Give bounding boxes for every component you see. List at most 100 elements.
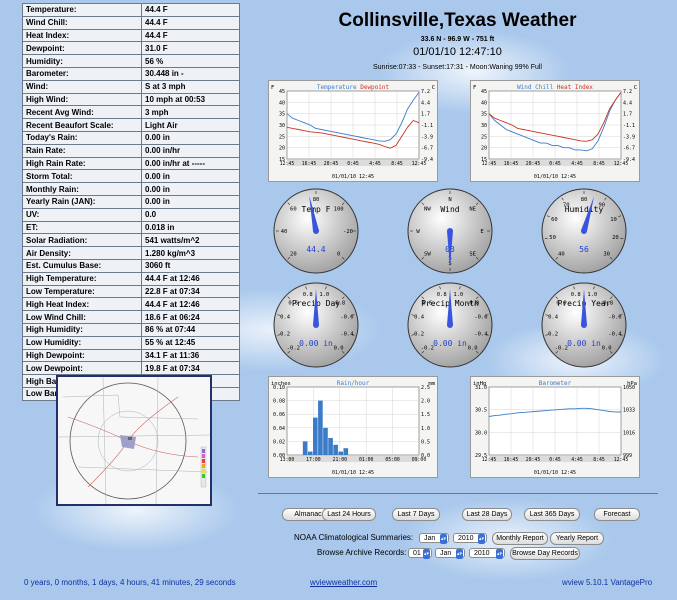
gauge-tick (277, 314, 281, 316)
gauge-tick-label: 40 (558, 252, 565, 258)
rain-bar (318, 400, 323, 455)
gauge-tick-label: E (480, 229, 483, 235)
y-tick-left: 0.04 (273, 426, 285, 432)
table-row: Humidity: 56 % (22, 54, 240, 68)
series-line-0 (488, 407, 622, 417)
browse-day-records-button[interactable]: Browse Day Records (510, 547, 580, 560)
title-series-0: Wind Chill (517, 84, 554, 91)
y-tick-left: 40 (279, 100, 285, 106)
x-tick-label: 20:45 (324, 161, 339, 167)
row-value: 44.4 F (141, 15, 240, 30)
row-label: Recent Avg Wind: (22, 105, 142, 120)
row-value: 0.018 in (141, 220, 240, 235)
gauge-tick (604, 197, 607, 201)
gauge-tick-label: 10 (610, 217, 617, 223)
last-365-days-button[interactable]: Last 365 Days (524, 508, 580, 521)
table-row: Dewpoint: 31.0 F (22, 41, 240, 56)
x-tick-label: 21:00 (333, 457, 348, 463)
y-tick-left: 35 (279, 112, 285, 118)
humidity-gauge: 40 50 60 70 80 90 10 20 30 Humidity 56 (541, 188, 627, 274)
title-series-0: Temperature (317, 84, 357, 91)
left-unit-label: inHg (473, 381, 486, 387)
archive-label: Browse Archive Records: (317, 548, 407, 557)
x-tick-label: 16:45 (302, 161, 317, 167)
y-tick-right: 1.7 (421, 112, 430, 118)
table-row: High Dewpoint: 34.1 F at 11:36 (22, 348, 240, 363)
gauge-tick-label: -0.6 (608, 315, 621, 321)
table-row: ET: 0.018 in (22, 220, 240, 235)
gauge-tick-label: -0.6 (474, 315, 487, 321)
gauge-tick (593, 286, 595, 290)
row-label: ET: (22, 220, 142, 235)
gauge-tick (545, 334, 549, 336)
wview-link[interactable]: wviewweather.com (310, 578, 378, 587)
y-tick-left: 40 (481, 100, 487, 106)
y-tick-left: 45 (279, 89, 285, 95)
right-unit-label: hPa (627, 381, 637, 387)
gauge-title: Wind (440, 205, 459, 214)
x-tick-label: 12:45 (614, 457, 629, 463)
gauge-tick-label: -0.2 (287, 346, 300, 352)
gauge-tick (609, 350, 613, 354)
left-unit-label: inches (271, 381, 291, 387)
last-28-days-button[interactable]: Last 28 Days (462, 508, 512, 521)
noaa-month-select[interactable]: Jan (419, 533, 449, 544)
version-text: wview 5.10.1 VantagePro (562, 578, 653, 587)
row-label: Today's Rain: (22, 130, 142, 145)
monthly-report-button[interactable]: Monthly Report (492, 532, 548, 545)
gauge-tick (555, 350, 559, 354)
table-row: High Humidity: 86 % at 07:44 (22, 322, 240, 337)
archive-month-select[interactable]: Jan (435, 548, 465, 559)
gauge-tick-label: 100 (334, 206, 344, 212)
chart-title: Wind Chill Heat Index (517, 84, 593, 91)
yearly-report-button[interactable]: Yearly Report (550, 532, 604, 545)
gauge-tick (555, 256, 559, 260)
gauge-tick (555, 296, 559, 300)
gauge-tick-label: 1.0 (453, 292, 463, 298)
gauge-tick (485, 314, 489, 316)
table-row: Est. Cumulus Base: 3060 ft (22, 258, 240, 273)
wind-gauge: NNEESESSWWNWWind03S (407, 188, 493, 274)
row-label: High Dewpoint: (22, 348, 142, 363)
uptime-text: 0 years, 0 months, 1 days, 4 hours, 41 m… (24, 578, 236, 587)
last-24-hours-button[interactable]: Last 24 Hours (322, 508, 376, 521)
row-label: Temperature: (22, 3, 142, 17)
row-value: S at 3 mph (141, 79, 240, 94)
radar-map[interactable] (56, 375, 212, 506)
row-value: 86 % at 07:44 (141, 322, 240, 337)
x-tick-label: 8:45 (593, 457, 605, 463)
row-label: High Heat Index: (22, 297, 142, 312)
noaa-year-select[interactable]: 2010 (453, 533, 487, 544)
row-value: 0.0 (141, 207, 240, 222)
archive-day-select[interactable]: 01 (408, 548, 432, 559)
gauge-tick (351, 314, 355, 316)
table-row: Low Humidity: 55 % at 12:45 (22, 335, 240, 350)
gauge-needle (309, 195, 319, 232)
last-7-days-button[interactable]: Last 7 Days (392, 508, 440, 521)
gauge-tick-label: 0.8 (571, 292, 581, 298)
y-tick-right: 1050 (623, 385, 635, 391)
rain-bar (302, 441, 308, 455)
row-value: 44.4 F (141, 3, 240, 17)
row-label: High Wind: (22, 92, 142, 107)
gauge-tick-label: -0.2 (421, 346, 434, 352)
station-data-table: Temperature: 44.4 F Wind Chill: 44.4 F Heat … (22, 3, 240, 401)
y-tick-right: 7.2 (623, 89, 632, 95)
row-label: Low Wind Chill: (22, 310, 142, 324)
forecast-button[interactable]: Forecast (594, 508, 640, 521)
row-value: 3 mph (141, 105, 240, 120)
table-row: Low Temperature: 22.8 F at 07:34 (22, 284, 240, 299)
row-value: 30.448 in - (141, 66, 240, 81)
table-row: Rain Rate: 0.00 in/hr (22, 143, 240, 158)
gauge-tick-label: NE (469, 206, 476, 212)
x-tick-label: 20:45 (526, 457, 541, 463)
gauge-tick-label: 0.2 (280, 331, 290, 337)
y-tick-left: 35 (481, 112, 487, 118)
archive-year-select[interactable]: 2010 (469, 548, 505, 559)
row-label: Solar Radiation: (22, 233, 142, 248)
gauge-tick-label: -0.4 (608, 331, 622, 337)
table-row: Wind Chill: 44.4 F (22, 15, 240, 30)
row-value: 44.4 F (141, 28, 240, 43)
gauge-tick-label: 0.2 (548, 331, 558, 337)
separator-line (258, 493, 658, 494)
